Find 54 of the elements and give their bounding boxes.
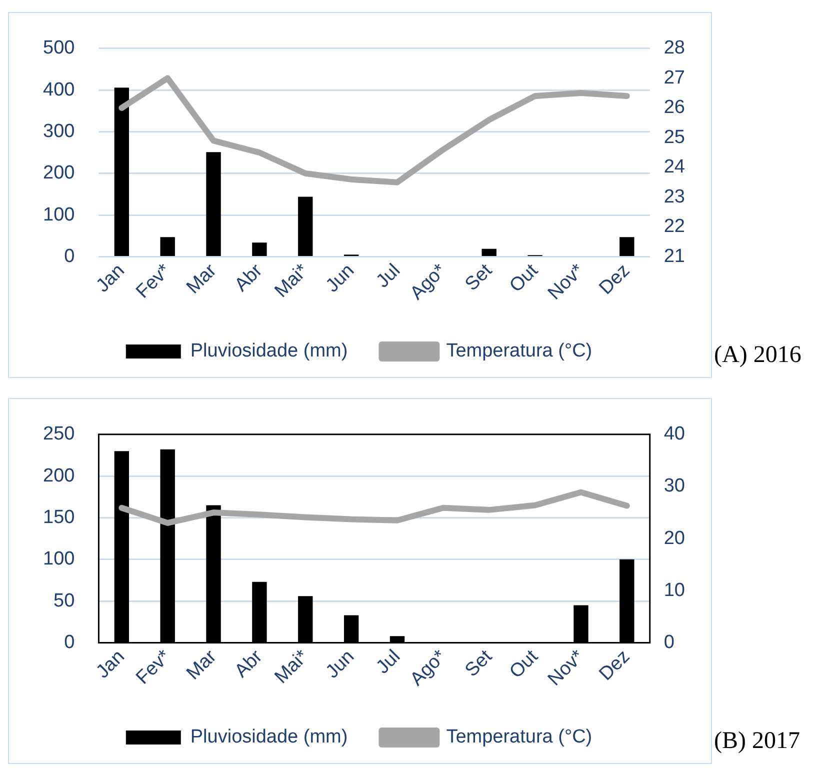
bar — [298, 196, 313, 256]
x-tick-label: Jul — [372, 260, 404, 292]
x-tick-label: Set — [461, 646, 497, 682]
x-tick-label: Set — [461, 260, 497, 296]
y-tick-label: 50 — [54, 590, 75, 612]
x-tick-label: Jun — [322, 646, 359, 683]
y-tick-label: 150 — [43, 506, 75, 528]
x-tick-label: Dez — [595, 646, 634, 685]
y-tick-label: 300 — [43, 120, 75, 142]
x-tick-label: Mar — [182, 646, 222, 684]
x-tick-label: Out — [506, 260, 543, 297]
legend-label: Temperatura (°C) — [446, 726, 592, 748]
y2-tick-label: 0 — [664, 632, 674, 653]
x-tick-label: Jan — [92, 260, 129, 297]
y2-tick-label: 25 — [664, 126, 686, 148]
x-tick-label: Abr — [230, 646, 268, 682]
bar — [206, 152, 221, 256]
y2-tick-label: 20 — [664, 528, 686, 549]
x-tick-label: Jun — [322, 260, 359, 297]
y2-tick-label: 40 — [664, 424, 686, 445]
x-tick-label: Abr — [230, 260, 268, 296]
y-tick-label: 200 — [43, 465, 75, 486]
x-tick-label: Jan — [92, 646, 129, 683]
x-tick-label: Mar — [182, 260, 222, 298]
y2-tick-label: 27 — [664, 67, 686, 88]
y2-tick-label: 10 — [664, 580, 686, 601]
y2-tick-label: 22 — [664, 216, 686, 238]
legend-label: Pluviosidade (mm) — [190, 340, 348, 362]
y2-tick-label: 30 — [664, 476, 686, 497]
y-tick-label: 100 — [43, 204, 75, 226]
bar — [252, 242, 267, 256]
y2-tick-label: 24 — [664, 156, 686, 178]
x-tick-label: Dez — [595, 260, 634, 299]
legend-label: Temperatura (°C) — [446, 340, 592, 362]
bar — [114, 88, 130, 256]
y-tick-label: 200 — [43, 162, 75, 184]
y2-tick-label: 28 — [664, 38, 686, 59]
y-tick-label: 0 — [64, 632, 75, 653]
bar — [620, 237, 634, 256]
y2-tick-label: 21 — [664, 246, 686, 267]
y-tick-label: 100 — [43, 548, 75, 570]
text: (B) 2017 — [714, 728, 800, 754]
y-tick-label: 400 — [43, 79, 75, 100]
y-tick-label: 0 — [64, 246, 75, 267]
y2-tick-label: 26 — [664, 97, 686, 118]
x-tick-label: Out — [506, 646, 543, 683]
legend-label: Pluviosidade (mm) — [190, 726, 348, 748]
y-tick-label: 500 — [43, 38, 75, 59]
y2-tick-label: 23 — [664, 186, 686, 208]
y-tick-label: 250 — [43, 424, 75, 445]
x-tick-label: Jul — [372, 646, 404, 678]
text: (A) 2016 — [714, 342, 802, 368]
bar — [160, 237, 175, 256]
bar — [482, 248, 496, 256]
